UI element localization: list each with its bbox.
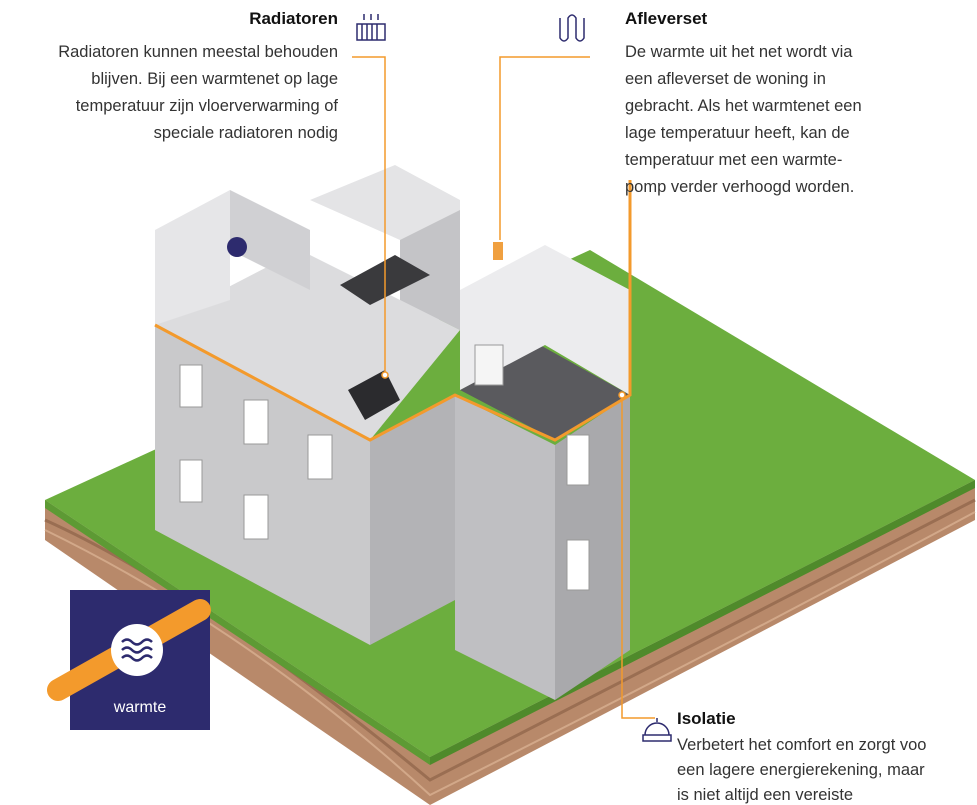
annotation-line: gebracht. Als het warmtenet een — [625, 97, 862, 115]
annotation-line: speciale radiatoren nodig — [154, 124, 338, 142]
annotation-line: een afleverset de woning in — [625, 70, 826, 88]
pipe-box: warmte — [47, 590, 211, 730]
house — [154, 165, 632, 700]
annotation-title: Isolatie — [677, 709, 736, 728]
annotation-line: een lagere energierekening, maar — [677, 761, 925, 779]
annotation-line: temperatuur zijn vloerverwarming of — [76, 97, 339, 115]
annotation-line: temperatuur met een warmte- — [625, 151, 842, 169]
annotation-line: blijven. Bij een warmtenet op lage — [91, 70, 338, 88]
annotation-title: Afleverset — [625, 9, 708, 28]
annotation-line: pomp verder verhoogd worden. — [625, 178, 854, 196]
annotation-line: Verbetert het comfort en zorgt voo — [677, 736, 926, 754]
annotation-line: is niet altijd een vereiste — [677, 786, 853, 804]
pipe-label: warmte — [113, 699, 167, 716]
icons — [356, 14, 672, 742]
annotation-line: De warmte uit het net wordt via — [625, 43, 853, 61]
annotation-line: lage temperatuur heeft, kan de — [625, 124, 850, 142]
annotation-line: Radiatoren kunnen meestal behouden — [58, 43, 338, 61]
callouts — [352, 56, 655, 719]
annotation-title: Radiatoren — [249, 9, 338, 28]
